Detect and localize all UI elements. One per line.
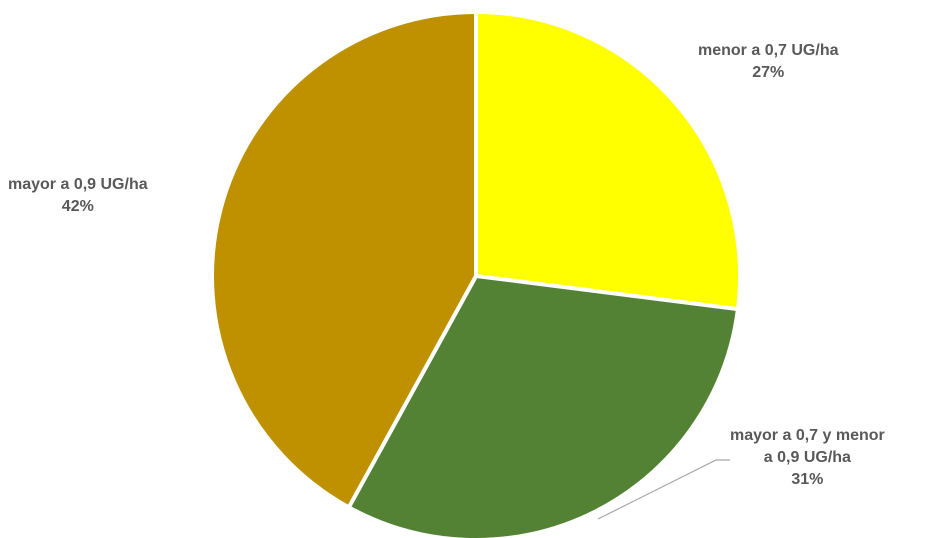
slice-label-menor-0-7: menor a 0,7 UG/ha 27% [698, 40, 839, 84]
pie-slice-0 [474, 10, 742, 312]
leader-line [597, 459, 730, 520]
slice-label-entre-0-7-y-0-9: mayor a 0,7 y menor a 0,9 UG/ha 31% [730, 425, 885, 491]
pie-slice-2 [210, 10, 478, 510]
slice-label-text: mayor a 0,9 UG/ha [8, 176, 148, 193]
slice-percent-text: 31% [791, 471, 824, 488]
slice-label-text: menor a 0,7 UG/ha [698, 42, 839, 59]
slice-label-mayor-0-9: mayor a 0,9 UG/ha 42% [8, 174, 148, 218]
slice-percent-text: 42% [61, 198, 94, 215]
slice-label-text-line1: mayor a 0,7 y menor [730, 427, 885, 444]
slice-label-text-line2: a 0,9 UG/ha [763, 449, 851, 466]
pie-slice-1 [346, 274, 740, 538]
slice-percent-text: 27% [752, 64, 785, 81]
